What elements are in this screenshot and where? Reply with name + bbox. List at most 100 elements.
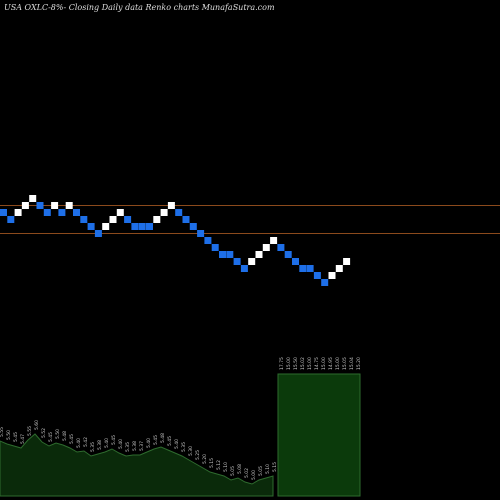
renko-brick bbox=[73, 209, 80, 216]
volume-high-region bbox=[277, 373, 361, 497]
volume-label: 5.48 bbox=[62, 431, 68, 441]
renko-brick bbox=[321, 279, 329, 286]
volume-label: 5.45 bbox=[153, 435, 159, 445]
volume-label: 5.12 bbox=[216, 460, 222, 470]
volume-label: 5.35 bbox=[90, 442, 96, 452]
renko-brick bbox=[160, 209, 168, 216]
volume-label: 5.48 bbox=[160, 433, 166, 443]
renko-brick bbox=[226, 251, 234, 258]
renko-brick bbox=[58, 209, 66, 216]
volume-label: 5.02 bbox=[244, 468, 250, 478]
volume-label: 5.55 bbox=[0, 427, 5, 437]
renko-brick bbox=[277, 244, 285, 251]
volume-label: 5.05 bbox=[258, 466, 264, 476]
renko-brick bbox=[306, 265, 314, 272]
renko-brick bbox=[335, 265, 343, 272]
renko-brick bbox=[7, 216, 15, 223]
volume-label: 5.50 bbox=[55, 429, 61, 439]
volume-label: 5.25 bbox=[195, 450, 201, 460]
renko-brick bbox=[14, 209, 22, 216]
renko-brick bbox=[255, 251, 263, 258]
volume-label: 15.02 bbox=[300, 357, 306, 370]
volume-label: 5.40 bbox=[118, 439, 124, 449]
renko-brick bbox=[284, 251, 292, 258]
volume-label: 14.95 bbox=[328, 357, 334, 370]
volume-label: 5.45 bbox=[13, 432, 19, 442]
renko-brick bbox=[116, 209, 124, 216]
volume-label: 5.60 bbox=[34, 420, 40, 430]
volume-label: 5.55 bbox=[27, 426, 33, 436]
volume-label: 5.10 bbox=[223, 462, 229, 472]
volume-label: 5.00 bbox=[251, 470, 257, 480]
chart-title: USA OXLC-8%- Closing Daily data Renko ch… bbox=[4, 3, 275, 12]
renko-brick bbox=[189, 223, 197, 230]
renko-brick bbox=[21, 202, 29, 209]
reference-lines bbox=[0, 205, 500, 234]
renko-brick bbox=[87, 223, 95, 230]
volume-label: 14.75 bbox=[314, 357, 320, 370]
volume-label: 5.30 bbox=[188, 446, 194, 456]
renko-brick bbox=[102, 223, 110, 230]
volume-label: 5.45 bbox=[48, 432, 54, 442]
renko-brick bbox=[219, 251, 226, 258]
renko-brick bbox=[51, 202, 59, 209]
volume-label: 5.35 bbox=[125, 442, 131, 452]
volume-label: 5.45 bbox=[167, 436, 173, 446]
renko-bricks bbox=[0, 195, 351, 286]
volume-label: 5.38 bbox=[97, 440, 103, 450]
renko-brick bbox=[299, 265, 307, 272]
renko-brick bbox=[80, 216, 88, 223]
renko-brick bbox=[343, 258, 351, 265]
renko-brick bbox=[248, 258, 256, 265]
renko-brick bbox=[313, 272, 321, 279]
volume-label: 5.52 bbox=[41, 428, 47, 438]
renko-brick bbox=[211, 244, 219, 251]
volume-label: 5.45 bbox=[111, 435, 117, 445]
renko-brick bbox=[124, 216, 132, 223]
renko-brick bbox=[138, 223, 146, 230]
renko-brick bbox=[0, 209, 7, 216]
volume-label: 15.04 bbox=[349, 357, 355, 370]
volume-label: 5.05 bbox=[230, 466, 236, 476]
volume-label: 15.20 bbox=[356, 357, 362, 370]
volume-label: 15.00 bbox=[335, 357, 341, 370]
renko-brick bbox=[328, 272, 336, 279]
volume-label: 5.42 bbox=[83, 437, 89, 447]
renko-brick bbox=[182, 216, 190, 223]
volume-label: 5.40 bbox=[76, 438, 82, 448]
renko-brick bbox=[292, 258, 299, 265]
volume-label: 5.40 bbox=[174, 439, 180, 449]
volume-area bbox=[0, 373, 361, 497]
renko-brick bbox=[197, 230, 205, 237]
renko-brick bbox=[36, 202, 44, 209]
renko-brick bbox=[240, 265, 248, 272]
volume-label: 5.35 bbox=[181, 442, 187, 452]
volume-low-region bbox=[0, 433, 274, 497]
volume-label: 5.40 bbox=[104, 438, 110, 448]
volume-label: 5.38 bbox=[132, 441, 138, 451]
volume-label: 5.45 bbox=[69, 434, 75, 444]
renko-brick bbox=[167, 202, 175, 209]
renko-brick bbox=[131, 223, 139, 230]
volume-label: 17.75 bbox=[279, 357, 285, 370]
volume-label: 15.50 bbox=[293, 357, 299, 370]
volume-label: 5.15 bbox=[209, 458, 215, 468]
renko-brick bbox=[204, 237, 212, 244]
volume-label: 15.00 bbox=[286, 357, 292, 370]
volume-label: 5.08 bbox=[237, 464, 243, 474]
volume-label: 5.20 bbox=[202, 454, 208, 464]
volume-label: 5.47 bbox=[20, 434, 26, 444]
renko-brick bbox=[94, 230, 102, 237]
volume-label: 5.10 bbox=[265, 464, 271, 474]
volume-label: 5.15 bbox=[272, 462, 278, 472]
volume-label: 5.40 bbox=[146, 438, 152, 448]
volume-label: 15.05 bbox=[342, 357, 348, 370]
renko-brick bbox=[109, 216, 117, 223]
volume-label: 15.00 bbox=[321, 357, 327, 370]
renko-brick bbox=[146, 223, 153, 230]
renko-brick bbox=[43, 209, 51, 216]
renko-brick bbox=[153, 216, 161, 223]
renko-brick bbox=[29, 195, 37, 202]
renko-brick bbox=[270, 237, 278, 244]
